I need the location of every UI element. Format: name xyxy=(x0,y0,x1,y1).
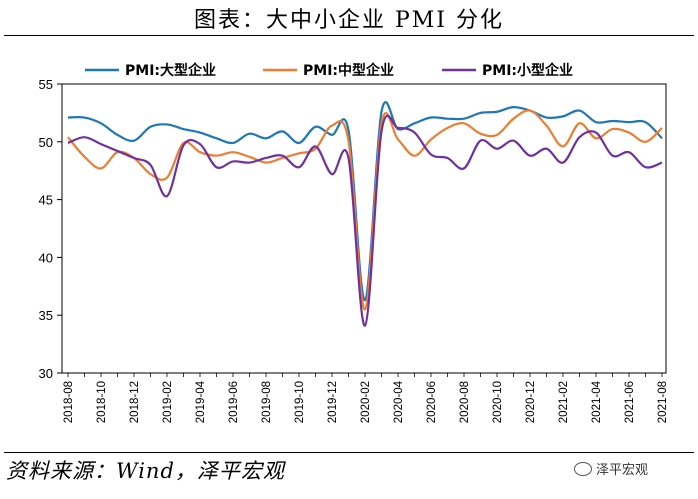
page-title: 图表：大中小企业 PMI 分化 xyxy=(193,8,504,33)
x-tick-label: 2020-04 xyxy=(393,380,405,423)
y-tick-label: 45 xyxy=(39,193,53,208)
y-tick-label: 35 xyxy=(39,308,53,323)
chart-series-layer xyxy=(67,101,663,327)
plot-frame xyxy=(61,83,667,374)
x-tick-label: 2021-06 xyxy=(624,381,636,423)
wechat-icon xyxy=(574,461,592,476)
x-tick-label: 2021-08 xyxy=(657,381,669,423)
x-tick-label: 2019-06 xyxy=(228,381,240,423)
x-tick-label: 2021-04 xyxy=(591,380,603,423)
x-tick-label: 2019-12 xyxy=(327,381,339,423)
series-line-3 xyxy=(67,114,663,327)
x-tick-label: 2019-10 xyxy=(294,381,306,423)
chart-legend: PMI:大型企业 PMI:中型企业 PMI:小型企业 xyxy=(85,62,573,79)
x-tick-label: 2019-02 xyxy=(162,381,174,423)
source-note: 资料来源：Wind，泽平宏观 xyxy=(6,459,285,483)
source-divider xyxy=(4,452,694,453)
x-tick-label: 2019-08 xyxy=(261,381,273,423)
watermark: 泽平宏观 xyxy=(574,459,648,478)
x-tick-label: 2020-12 xyxy=(525,381,537,423)
y-tick-label: 30 xyxy=(39,366,53,381)
x-tick-label: 2020-10 xyxy=(492,381,504,423)
watermark-text: 泽平宏观 xyxy=(596,463,649,478)
y-tick-label: 50 xyxy=(39,135,53,150)
x-tick-label: 2018-08 xyxy=(63,381,75,423)
chart-axes: 30 35 40 45 50 55 2018-08 2018-10 2018-12 2019-02… xyxy=(39,77,669,423)
y-tick-label: 55 xyxy=(39,77,53,92)
series-line-2 xyxy=(67,109,663,311)
x-tick-label: 2020-06 xyxy=(426,381,438,423)
x-tick-label: 2018-12 xyxy=(129,381,141,423)
y-tick-label: 40 xyxy=(39,250,53,265)
x-tick-label: 2020-02 xyxy=(360,381,372,423)
x-tick-label: 2021-02 xyxy=(558,381,570,423)
legend-label-3: PMI:小型企业 xyxy=(482,62,573,79)
x-tick-label: 2018-10 xyxy=(96,381,108,423)
x-tick-label: 2020-08 xyxy=(459,381,471,423)
series-line-1 xyxy=(67,101,663,302)
x-tick-label: 2019-04 xyxy=(195,380,207,423)
legend-label-2: PMI:中型企业 xyxy=(303,62,394,79)
title-divider xyxy=(4,35,694,36)
legend-label-1: PMI:大型企业 xyxy=(125,62,216,79)
